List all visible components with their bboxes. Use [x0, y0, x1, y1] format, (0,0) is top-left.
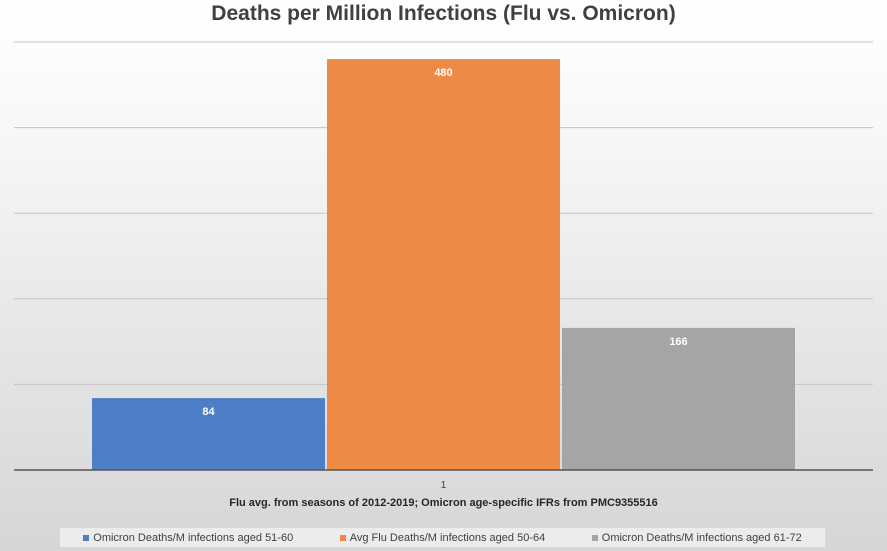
bar-series-2 — [327, 59, 560, 471]
bar-series-3 — [562, 327, 795, 470]
legend: Omicron Deaths/M infections aged 51-60 A… — [60, 528, 825, 547]
legend-label: Avg Flu Deaths/M infections aged 50-64 — [349, 531, 546, 544]
data-label-series-1: 84 — [202, 406, 215, 418]
bars: 84 480 166 — [92, 59, 795, 471]
bar-series-1 — [92, 398, 325, 470]
data-label-series-3: 166 — [669, 336, 687, 348]
legend-swatch — [83, 534, 90, 541]
legend-label: Omicron Deaths/M infections aged 61-72 — [601, 531, 802, 544]
legend-item-omicron-51-60: Omicron Deaths/M infections aged 51-60 — [83, 532, 293, 544]
legend-item-omicron-61-72: Omicron Deaths/M infections aged 61-72 — [591, 531, 802, 544]
x-tick-label: 1 — [441, 480, 447, 491]
data-label-series-2: 480 — [434, 67, 452, 79]
legend-label: Omicron Deaths/M infections aged 51-60 — [93, 531, 294, 544]
legend-item-flu-50-64: Avg Flu Deaths/M infections aged 50-64 — [339, 531, 546, 544]
x-axis-label: Flu avg. from seasons of 2012-2019; Omic… — [229, 497, 658, 509]
legend-swatch — [339, 534, 346, 541]
chart-title: Deaths per Million Infections (Flu vs. O… — [211, 2, 676, 25]
legend-swatch — [591, 534, 598, 541]
x-tick-labels: 1 — [441, 480, 447, 491]
